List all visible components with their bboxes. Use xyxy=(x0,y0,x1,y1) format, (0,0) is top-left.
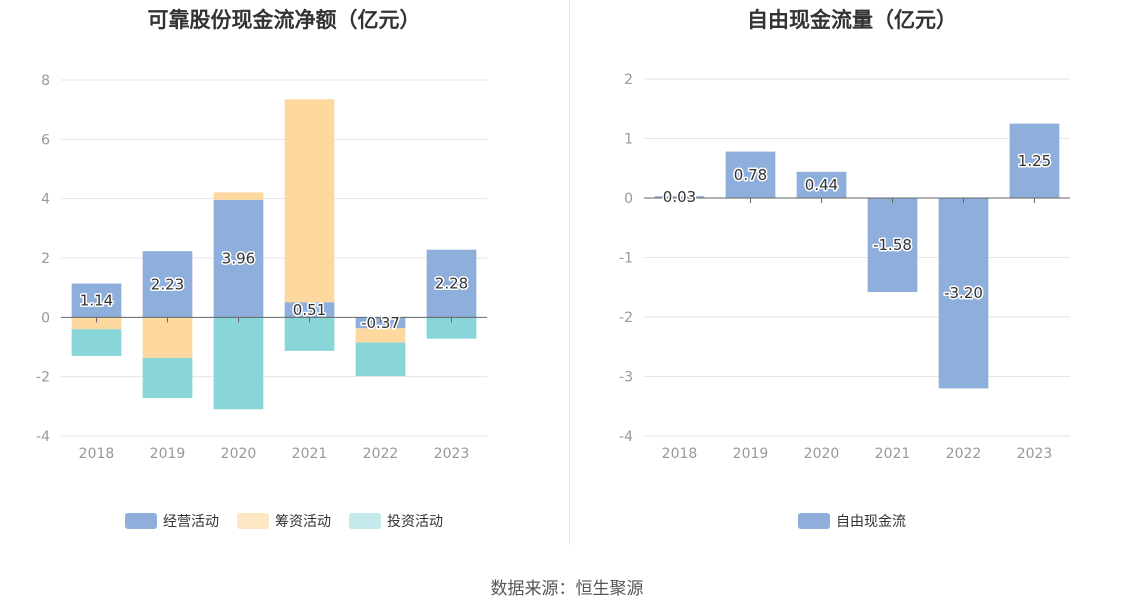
y-tick-label: -2 xyxy=(619,310,633,326)
bar-2023-自由现金流 xyxy=(1009,123,1060,198)
bar-2022-投资活动 xyxy=(355,342,406,377)
x-tick-label-2022: 2022 xyxy=(363,446,399,462)
legend-label: 经营活动 xyxy=(163,514,219,530)
cashflow-chart-panel: 可靠股份现金流净额（亿元） -4 -2 0 2 4 6 8 2018 2019 2020 2021 2… xyxy=(0,0,568,545)
bar-2018-投资活动 xyxy=(71,329,122,356)
legend-label: 自由现金流 xyxy=(836,514,906,530)
bar-2023-投资活动 xyxy=(426,317,477,339)
data-label: 0.51 xyxy=(293,301,326,319)
y-tick-label: 4 xyxy=(41,192,50,208)
x-tick-label-2022: 2022 xyxy=(946,446,982,462)
legend-item[interactable]: 投资活动 xyxy=(349,511,443,531)
bar-2021-筹资活动 xyxy=(284,99,335,303)
y-tick-label: -1 xyxy=(619,251,633,267)
bar-2020-自由现金流 xyxy=(796,171,847,198)
data-label: -3.20 xyxy=(944,284,983,302)
bar-2018-自由现金流 xyxy=(654,196,705,198)
legend-swatch xyxy=(349,513,381,529)
legend-item[interactable]: 自由现金流 xyxy=(798,511,906,531)
y-tick-label: 6 xyxy=(41,132,50,148)
cashflow-chart-legend: 经营活动 筹资活动 投资活动 xyxy=(0,511,568,531)
legend-swatch xyxy=(237,513,269,529)
bar-2020-筹资活动 xyxy=(213,192,264,200)
bar-2019-自由现金流 xyxy=(725,151,776,198)
bar-2018-经营活动 xyxy=(71,283,122,318)
bar-2022-经营活动 xyxy=(355,317,406,329)
x-tick-label-2020: 2020 xyxy=(804,446,840,462)
x-tick-label-2020: 2020 xyxy=(221,446,257,462)
bar-2018-筹资活动 xyxy=(71,317,122,330)
y-tick-label: 2 xyxy=(41,251,50,267)
legend-swatch xyxy=(798,513,830,529)
y-tick-label: 1 xyxy=(624,132,633,148)
bar-2022-自由现金流 xyxy=(938,198,989,389)
y-tick-label: 2 xyxy=(624,72,633,88)
x-tick-label-2021: 2021 xyxy=(875,446,911,462)
y-tick-label: -3 xyxy=(619,370,633,386)
x-tick-label-2018: 2018 xyxy=(79,446,115,462)
bar-2020-投资活动 xyxy=(213,317,264,410)
bar-2019-投资活动 xyxy=(142,357,193,399)
x-tick-label-2019: 2019 xyxy=(150,446,186,462)
x-tick-label-2018: 2018 xyxy=(662,446,698,462)
y-tick-label: 0 xyxy=(41,310,50,326)
free-cashflow-chart-title: 自由现金流量（亿元） xyxy=(747,8,957,32)
data-label: 2.23 xyxy=(151,275,184,293)
x-tick-label-2023: 2023 xyxy=(1017,446,1053,462)
bar-2020-经营活动 xyxy=(213,199,264,318)
x-tick-label-2019: 2019 xyxy=(733,446,769,462)
free-cashflow-chart-plot: -4 -3 -2 -1 0 1 2 2018 2019 2020 2021 2022 2023 0.03 0… xyxy=(619,72,1070,462)
bar-2021-自由现金流 xyxy=(867,198,918,293)
y-tick-label: 8 xyxy=(41,73,50,89)
x-tick-label-2023: 2023 xyxy=(434,446,470,462)
data-label: 0.78 xyxy=(734,166,767,184)
data-label: 0.03 xyxy=(663,188,696,206)
data-source-note: 数据来源：恒生聚源 xyxy=(490,579,644,599)
data-label: 2.28 xyxy=(435,275,468,293)
bar-2019-经营活动 xyxy=(142,251,193,318)
legend-label: 筹资活动 xyxy=(275,514,331,530)
cashflow-chart-title: 可靠股份现金流净额（亿元） xyxy=(147,8,421,32)
legend-item[interactable]: 经营活动 xyxy=(125,511,219,531)
free-cashflow-chart-panel: 自由现金流量（亿元） -4 -3 -2 -1 0 1 2 2018 2019 2020 2021 20… xyxy=(570,0,1134,545)
data-label: 1.14 xyxy=(80,291,113,309)
data-label: 3.96 xyxy=(222,250,255,268)
x-tick-label-2021: 2021 xyxy=(292,446,328,462)
y-tick-label: 0 xyxy=(624,191,633,207)
y-tick-label: -2 xyxy=(36,370,50,386)
data-label: 1.25 xyxy=(1018,152,1051,170)
bar-2022-筹资活动 xyxy=(355,328,406,343)
legend-label: 投资活动 xyxy=(387,514,443,530)
panel-divider xyxy=(569,0,570,545)
legend-swatch xyxy=(125,513,157,529)
bar-2019-筹资活动 xyxy=(142,317,193,358)
data-label: -1.58 xyxy=(873,236,912,254)
free-cashflow-chart-legend: 自由现金流 xyxy=(570,511,1134,531)
data-label: 0.44 xyxy=(805,176,838,194)
y-tick-label: -4 xyxy=(619,429,633,445)
y-tick-label: -4 xyxy=(36,429,50,445)
cashflow-chart-plot: -4 -2 0 2 4 6 8 2018 2019 2020 2021 2022 2023 1.14 2.2… xyxy=(36,73,487,462)
data-label: -0.37 xyxy=(361,314,400,332)
bar-2021-投资活动 xyxy=(284,317,335,351)
bar-2021-经营活动 xyxy=(284,302,335,318)
bar-2023-经营活动 xyxy=(426,249,477,318)
legend-item[interactable]: 筹资活动 xyxy=(237,511,331,531)
